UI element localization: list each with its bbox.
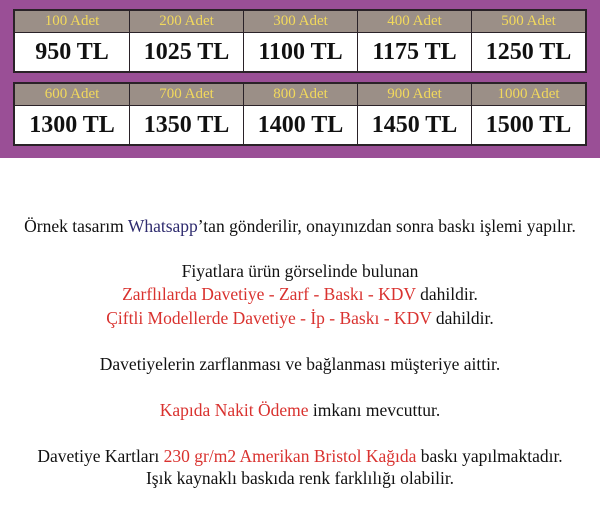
note-color-difference: Işık kaynaklı baskıda renk farklılığı ol… bbox=[145, 468, 455, 488]
price-value: 1500 TL bbox=[485, 112, 572, 138]
red-highlight: Çiftli Modellerde Davetiye - İp - Baskı … bbox=[106, 308, 432, 328]
red-highlight: Kapıda Nakit Ödeme bbox=[159, 400, 309, 420]
red-highlight: Zarflılarda Davetiye - Zarf - Baskı - KD… bbox=[122, 284, 416, 304]
price-value: 1450 TL bbox=[371, 112, 458, 138]
note-whatsapp: Örnek tasarım Whatsapp’tan gönderilir, o… bbox=[0, 216, 600, 237]
note-double-models: Çiftli Modellerde Davetiye - İp - Baskı … bbox=[0, 308, 600, 329]
note-text: dahildir. bbox=[431, 308, 494, 328]
price-value: 1175 TL bbox=[372, 39, 457, 65]
quantity-label: 400 Adet bbox=[358, 11, 471, 33]
note-text: baskı yapılmaktadır. bbox=[416, 446, 563, 466]
quantity-label: 600 Adet bbox=[15, 84, 129, 106]
price-cell: 200 Adet 1025 TL bbox=[129, 11, 243, 71]
price-cell: 800 Adet 1400 TL bbox=[243, 84, 357, 144]
price-cell: 400 Adet 1175 TL bbox=[357, 11, 471, 71]
price-value: 1300 TL bbox=[29, 112, 115, 138]
note-includes-intro: Fiyatlara ürün görselinde bulunan bbox=[181, 261, 419, 281]
price-value: 1400 TL bbox=[257, 112, 344, 138]
note-text: ’tan gönderilir, onayınızdan sonra baskı… bbox=[197, 216, 576, 236]
note-text: imkanı mevcuttur. bbox=[308, 400, 441, 420]
price-value: 950 TL bbox=[35, 39, 109, 65]
note-text: Örnek tasarım bbox=[24, 216, 128, 236]
note-payment: Kapıda Nakit Ödeme imkanı mevcuttur. bbox=[0, 400, 600, 421]
quantity-label: 500 Adet bbox=[472, 11, 585, 33]
note-envelope-models: Zarflılarda Davetiye - Zarf - Baskı - KD… bbox=[0, 284, 600, 305]
price-value: 1100 TL bbox=[258, 39, 343, 65]
quantity-label: 800 Adet bbox=[244, 84, 357, 106]
quantity-label: 900 Adet bbox=[358, 84, 471, 106]
note-envelope-customer: Davetiyelerin zarflanması ve bağlanması … bbox=[99, 354, 501, 374]
price-value: 1350 TL bbox=[143, 112, 230, 138]
price-cell: 100 Adet 950 TL bbox=[15, 11, 129, 71]
price-value: 1250 TL bbox=[485, 39, 572, 65]
quantity-label: 100 Adet bbox=[15, 11, 129, 33]
price-cell: 500 Adet 1250 TL bbox=[471, 11, 585, 71]
quantity-label: 200 Adet bbox=[130, 11, 243, 33]
note-text: dahildir. bbox=[415, 284, 478, 304]
quantity-label: 1000 Adet bbox=[472, 84, 585, 106]
price-value: 1025 TL bbox=[143, 39, 230, 65]
price-table-row-1: 100 Adet 950 TL 200 Adet 1025 TL 300 Adet 1… bbox=[13, 9, 587, 73]
note-text: Davetiye Kartları bbox=[37, 446, 164, 466]
quantity-label: 300 Adet bbox=[244, 11, 357, 33]
price-table-row-2: 600 Adet 1300 TL 700 Adet 1350 TL 800 Adet… bbox=[13, 82, 587, 146]
price-cell: 600 Adet 1300 TL bbox=[15, 84, 129, 144]
quantity-label: 700 Adet bbox=[130, 84, 243, 106]
note-paper: Davetiye Kartları 230 gr/m2 Amerikan Bri… bbox=[0, 446, 600, 467]
whatsapp-highlight: Whatsapp bbox=[127, 216, 198, 236]
red-highlight: 230 gr/m2 Amerikan Bristol Kağıda bbox=[163, 446, 417, 466]
price-cell: 300 Adet 1100 TL bbox=[243, 11, 357, 71]
price-cell: 700 Adet 1350 TL bbox=[129, 84, 243, 144]
price-cell: 1000 Adet 1500 TL bbox=[471, 84, 585, 144]
price-cell: 900 Adet 1450 TL bbox=[357, 84, 471, 144]
